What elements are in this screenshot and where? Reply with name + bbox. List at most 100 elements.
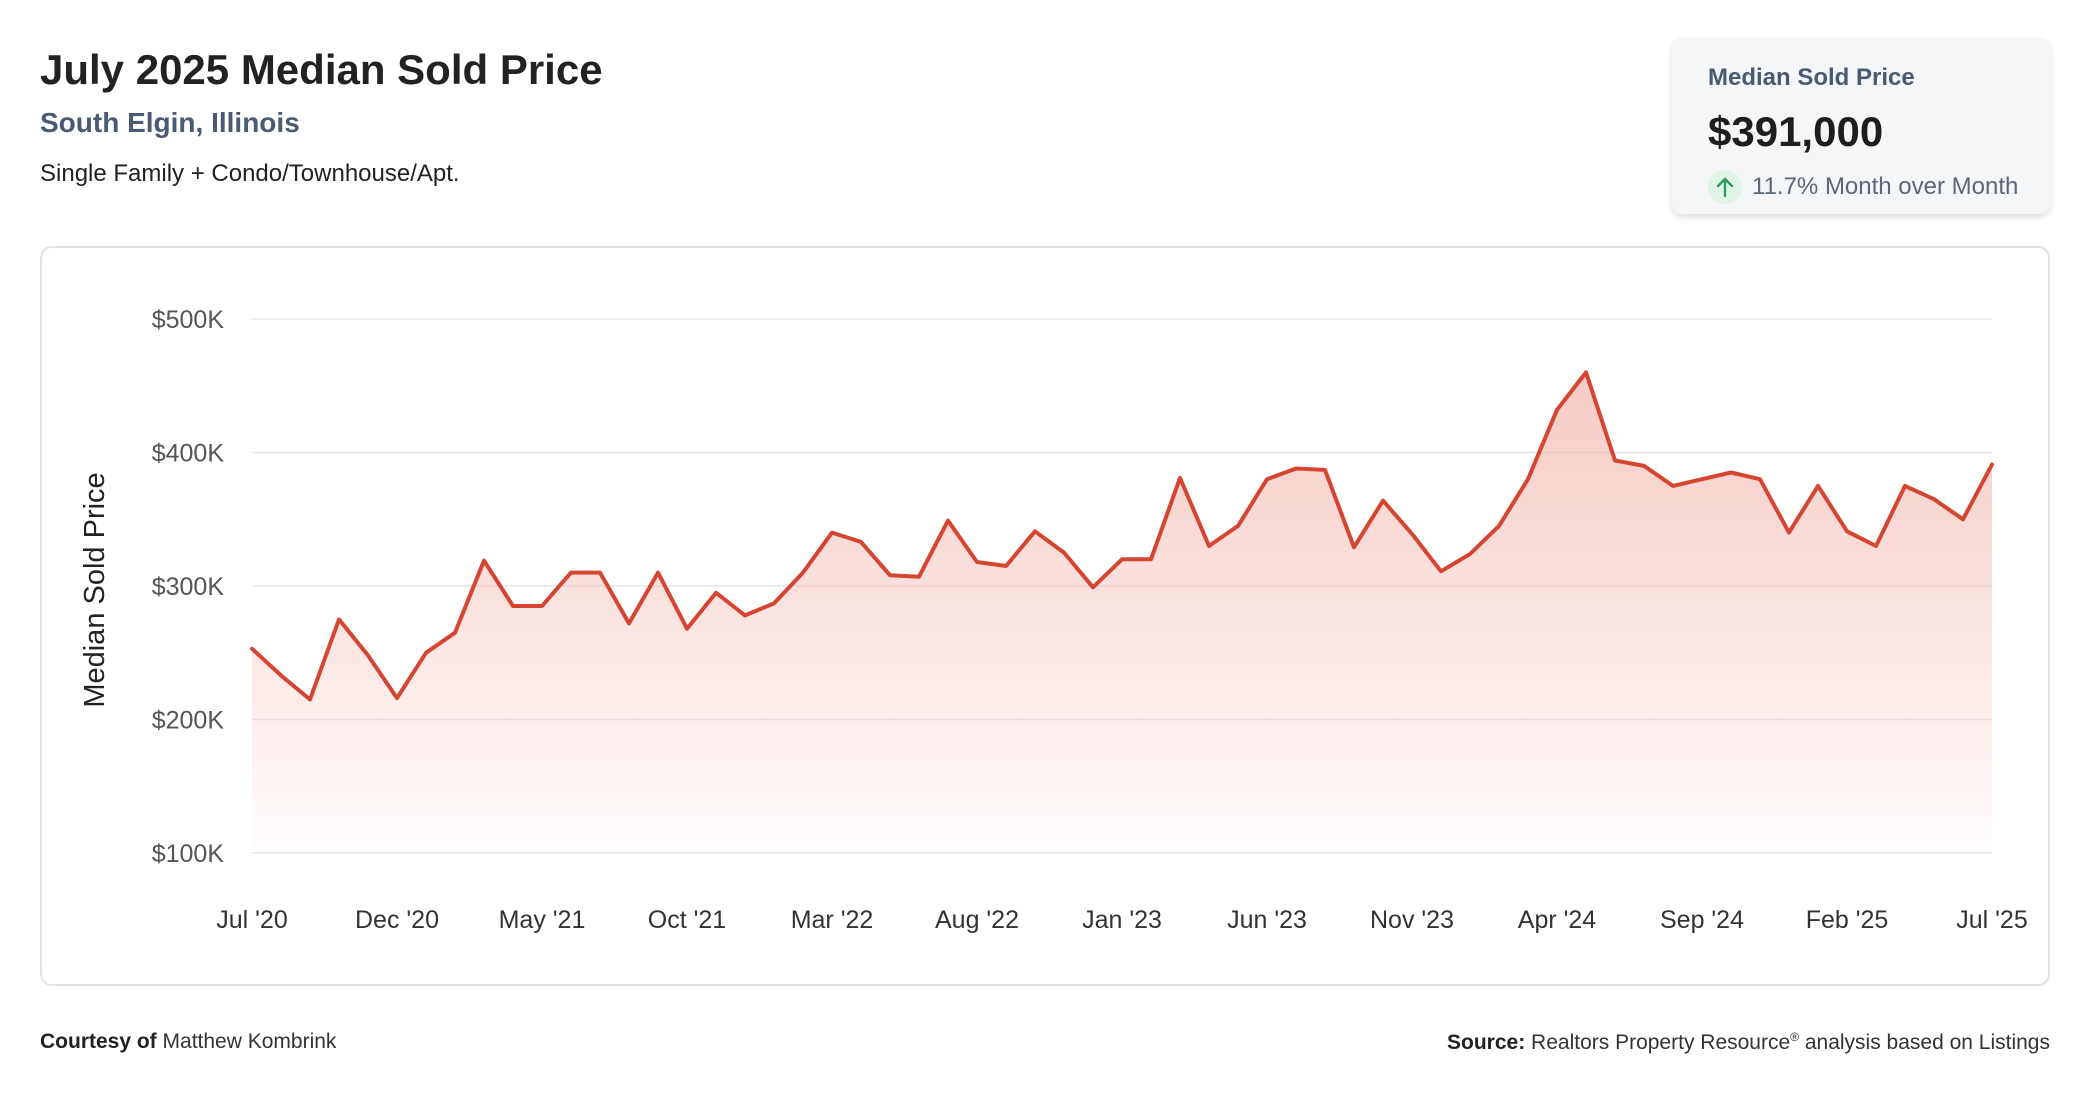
footer-source: Source: Realtors Property Resource® anal… <box>1447 1030 2050 1055</box>
data-point <box>1264 476 1270 482</box>
data-point <box>1815 483 1821 489</box>
footer-courtesy: Courtesy of Matthew Kombrink <box>40 1030 336 1054</box>
x-tick-label: Oct '21 <box>648 906 726 934</box>
data-point <box>713 590 719 596</box>
data-point <box>945 518 951 524</box>
stat-card: Median Sold Price $391,000 11.7% Month o… <box>1672 38 2050 214</box>
price-line-chart: $100K $200K $300K $400K $500K Jul '20 Dec '20… <box>79 306 2028 934</box>
data-point <box>1380 498 1386 504</box>
data-point <box>1148 556 1154 562</box>
x-tick-label: Apr '24 <box>1518 906 1597 934</box>
data-point <box>1728 470 1734 476</box>
data-point <box>1061 550 1067 556</box>
x-tick-label: Mar '22 <box>791 906 874 934</box>
data-point <box>887 572 893 578</box>
data-point <box>1844 528 1850 534</box>
data-point <box>1873 543 1879 549</box>
series-line <box>250 370 1994 702</box>
data-point <box>365 652 371 658</box>
data-point <box>829 530 835 536</box>
x-tick-label: Jul '25 <box>1956 906 2027 934</box>
data-point <box>1670 483 1676 489</box>
x-tick-label: Jan '23 <box>1082 906 1162 934</box>
x-tick-label: Nov '23 <box>1370 906 1454 934</box>
x-tick-label: Jul '20 <box>216 906 287 934</box>
data-point <box>1293 466 1299 472</box>
stat-label: Median Sold Price <box>1708 64 1915 91</box>
source-suffix: analysis based on Listings <box>1799 1031 2050 1054</box>
data-point <box>1583 369 1589 375</box>
data-point <box>336 616 342 622</box>
location-subtitle: South Elgin, Illinois <box>40 107 300 138</box>
data-point <box>684 626 690 632</box>
data-point <box>423 650 429 656</box>
data-point <box>597 570 603 576</box>
data-point <box>481 558 487 564</box>
data-point <box>858 539 864 545</box>
data-point <box>568 570 574 576</box>
data-point <box>1351 544 1357 550</box>
data-point <box>394 695 400 701</box>
data-point <box>1235 523 1241 529</box>
data-point <box>1786 530 1792 536</box>
data-point <box>1119 556 1125 562</box>
page-title: July 2025 Median Sold Price <box>40 46 603 93</box>
data-point <box>1090 584 1096 590</box>
data-point <box>1931 496 1937 502</box>
data-point <box>1409 531 1415 537</box>
data-point <box>249 646 255 652</box>
data-point <box>1003 563 1009 569</box>
data-point <box>916 574 922 580</box>
data-point <box>655 570 661 576</box>
data-point <box>1960 516 1966 522</box>
data-point <box>1989 462 1995 468</box>
stat-change: 11.7% Month over Month <box>1708 170 2050 204</box>
y-axis-label: Median Sold Price <box>79 472 111 707</box>
data-point <box>1496 523 1502 529</box>
data-point <box>1641 463 1647 469</box>
source-label: Source: <box>1447 1031 1526 1054</box>
data-point <box>771 600 777 606</box>
data-point <box>307 697 313 703</box>
x-tick-label: Feb '25 <box>1806 906 1889 934</box>
x-tick-label: Sep '24 <box>1660 906 1744 934</box>
y-tick-label: $300K <box>152 573 225 601</box>
data-point <box>974 559 980 565</box>
data-point <box>1467 551 1473 557</box>
data-point <box>1757 476 1763 482</box>
data-point <box>539 603 545 609</box>
arrow-up-icon <box>1708 170 1742 204</box>
source-text: Realtors Property Resource <box>1531 1031 1791 1054</box>
chart-area-fill <box>252 372 1992 853</box>
data-point <box>510 603 516 609</box>
data-point <box>1032 528 1038 534</box>
property-types: Single Family + Condo/Townhouse/Apt. <box>40 160 460 187</box>
data-point <box>1206 543 1212 549</box>
data-point <box>1612 458 1618 464</box>
data-point <box>1322 467 1328 473</box>
data-point <box>800 570 806 576</box>
data-point <box>1525 476 1531 482</box>
y-tick-label: $100K <box>152 840 225 868</box>
data-point <box>626 620 632 626</box>
data-point <box>1699 476 1705 482</box>
data-point <box>1438 568 1444 574</box>
stat-value: $391,000 <box>1708 108 1884 155</box>
y-tick-label: $400K <box>152 440 225 468</box>
x-tick-label: Dec '20 <box>355 906 439 934</box>
x-tick-label: May '21 <box>499 906 586 934</box>
courtesy-label: Courtesy of <box>40 1030 157 1053</box>
data-point <box>452 630 458 636</box>
x-tick-label: Aug '22 <box>935 906 1019 934</box>
data-point <box>1902 483 1908 489</box>
y-tick-label: $500K <box>152 306 225 334</box>
chart-panel: $100K $200K $300K $400K $500K Jul '20 Dec '20… <box>40 246 2050 986</box>
data-point <box>278 672 284 678</box>
registered-mark: ® <box>1790 1030 1799 1044</box>
data-point <box>1177 475 1183 481</box>
stat-change-text: 11.7% Month over Month <box>1752 173 2019 200</box>
courtesy-name: Matthew Kombrink <box>162 1030 337 1053</box>
data-point <box>742 612 748 618</box>
x-tick-label: Jun '23 <box>1227 906 1307 934</box>
data-point <box>1554 407 1560 413</box>
